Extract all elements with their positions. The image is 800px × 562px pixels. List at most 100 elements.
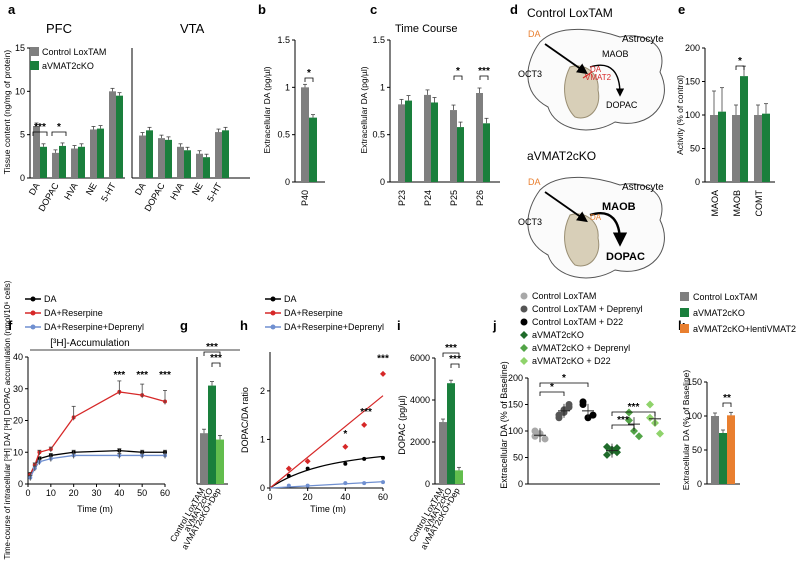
panel-j-sig-2-bracket — [539, 391, 565, 396]
legend-k-swatch-2 — [680, 324, 689, 333]
panel-f-x-tick-label: 30 — [91, 488, 101, 498]
panel-k-y-tick-label: 150 — [687, 377, 702, 387]
legend-j-marker-2 — [520, 318, 528, 326]
series-line-DA+Reserpine — [29, 391, 166, 475]
panel-h-sig-1: *** — [360, 407, 372, 418]
panel-a-sig-2-bracket — [51, 131, 67, 136]
bar-PFC-5-HT-Control LoxTAM — [109, 91, 116, 178]
panel-f-y-label: Time-course of intracellular [³H] DA/ [³… — [3, 280, 12, 559]
bar-VTA-DOPAC-aVMAT2cKO — [165, 139, 172, 178]
legend-j-marker-4 — [520, 344, 528, 352]
panel-j-sig-4-label: *** — [617, 415, 629, 426]
panel-k-sig-bracket — [722, 402, 732, 407]
bar-c-P26-aVMAT2cKO — [483, 123, 490, 182]
legend-k-swatch-0 — [680, 292, 689, 301]
bar-VTA-DOPAC-Control LoxTAM — [158, 138, 165, 178]
legend-j-text-0: Control LoxTAM — [532, 291, 596, 301]
panel-letter-a: a — [8, 2, 16, 17]
panel-f-x-tick-label: 0 — [25, 488, 30, 498]
panel-c-sig-2-bracket — [479, 75, 489, 80]
point-aVMAT2cKO — [613, 443, 621, 452]
panel-k-y-tick-label: 0 — [697, 479, 702, 489]
panel-a-y-tick-label: 5 — [20, 130, 25, 140]
bar-VTA-NE-Control LoxTAM — [196, 153, 203, 178]
panel-b-x-label: P40 — [300, 190, 310, 206]
label-maob: MAOB — [602, 49, 629, 59]
bar-i-aVMAT2cKO — [447, 383, 455, 484]
bar-VTA-5-HT-aVMAT2cKO — [222, 130, 229, 178]
panel-h-x-tick-label: 60 — [378, 492, 388, 502]
bar-c-P23-Control LoxTAM — [398, 104, 405, 182]
point-DA — [381, 455, 385, 460]
panel-letter-h: h — [240, 318, 248, 333]
panel-j-y-tick-label: 50 — [513, 453, 523, 463]
bar-g-Control LoxTAM — [200, 433, 208, 484]
legend-label-kovmat2: aVMAT2cKO — [42, 61, 94, 71]
bar-PFC-DA-Control LoxTAM — [33, 126, 40, 178]
panel-e-sig-label: * — [738, 56, 742, 67]
legend-marker-h2 — [270, 324, 276, 330]
legend-k-text-2: aVMAT2cKO+lentiVMAT2 — [693, 324, 796, 334]
panel-j-sig-3-label: *** — [628, 402, 640, 413]
legend-j-marker-3 — [520, 331, 528, 339]
panel-i-y-tick-label: 4000 — [410, 395, 430, 405]
point-DA+Reserpine — [304, 458, 311, 465]
bar-PFC-HVA-Control LoxTAM — [71, 148, 78, 178]
point-DA — [362, 456, 367, 461]
panel-c-sig-1-bracket — [453, 75, 463, 80]
bar-e-MAOA-aVMAT2cKO — [718, 111, 726, 182]
panel-j-y-tick-label: 100 — [508, 426, 523, 436]
panel-h-x-label: Time (m) — [310, 504, 346, 514]
panel-f-sig-2: *** — [159, 370, 171, 381]
legend-k-text-1: aVMAT2cKO — [693, 308, 745, 318]
point-aVMAT2cKO + Deprenyl — [625, 408, 633, 417]
panel-f-y-tick-label: 40 — [13, 352, 23, 362]
legend-j-text-1: Control LoxTAM + Deprenyl — [532, 304, 643, 314]
arrow-uptake — [544, 43, 588, 75]
legend-j-marker-0 — [520, 292, 528, 300]
panel-a-y-label: Tissue content (ng/mg of protein) — [2, 50, 12, 175]
bar-e-COMT-aVMAT2cKO — [762, 113, 770, 182]
legend-swatch-control — [30, 47, 39, 56]
label-oct3: OCT3 — [518, 217, 542, 227]
panel-k-y-tick-label: 100 — [687, 411, 702, 421]
point-DA — [286, 473, 291, 478]
point-Control LoxTAM + D22 — [579, 401, 587, 408]
point-DA — [305, 466, 310, 471]
panel-c-y-tick-label: 1 — [380, 82, 385, 92]
label-da-inside: DA — [590, 65, 602, 74]
panel-e-y-tick-label: 200 — [685, 43, 700, 53]
panel-i-y-label: DOPAC (pg/µl) — [397, 395, 407, 455]
bar-VTA-HVA-Control LoxTAM — [177, 146, 184, 178]
panel-j-sig-2-label: * — [550, 382, 554, 393]
label-da-inside: DA — [590, 213, 602, 222]
bar-PFC-NE-aVMAT2cKO — [97, 128, 104, 178]
panel-h-x-tick-label: 0 — [267, 492, 272, 502]
label-maob: MAOB — [602, 201, 636, 213]
legend-k-text-0: Control LoxTAM — [693, 292, 757, 302]
point-Control LoxTAM — [531, 427, 539, 435]
panel-letter-g: g — [180, 318, 188, 333]
panel-letter-f: f — [8, 318, 13, 333]
bar-PFC-NE-Control LoxTAM — [90, 129, 97, 178]
panel-b-y-tick-label: 1 — [285, 82, 290, 92]
panel-c-x-label-P23: P23 — [397, 190, 407, 206]
panel-d-title-top: Control LoxTAM — [527, 6, 613, 20]
point-DA+Reserpine+Deprenyl — [343, 481, 348, 486]
panel-j-y-tick-label: 200 — [508, 373, 523, 383]
legend-swatch-kovmat2 — [30, 61, 39, 70]
label-vmat2: VMAT2 — [585, 73, 612, 82]
panel-j-chart: Extracellular DA (% of Baseline) 0 50 100 15… — [499, 361, 664, 489]
panel-b-y-tick-label: 0 — [285, 177, 290, 187]
panel-f-chart: [³H]-Accumulation Time-course of intracel… — [3, 280, 240, 559]
panel-a-region-pfc: PFC — [46, 21, 72, 36]
panel-letter-j: j — [492, 318, 497, 333]
legend-marker-f0 — [30, 296, 36, 302]
panel-i-sig-2-bracket — [450, 363, 460, 368]
label-dopac: DOPAC — [606, 100, 638, 110]
bar-k-aVMAT2cKO+lentiVMAT2 — [727, 415, 735, 484]
panel-a-sig-2-label: * — [57, 122, 61, 133]
panel-b-y-tick-label: 0.5 — [277, 130, 290, 140]
